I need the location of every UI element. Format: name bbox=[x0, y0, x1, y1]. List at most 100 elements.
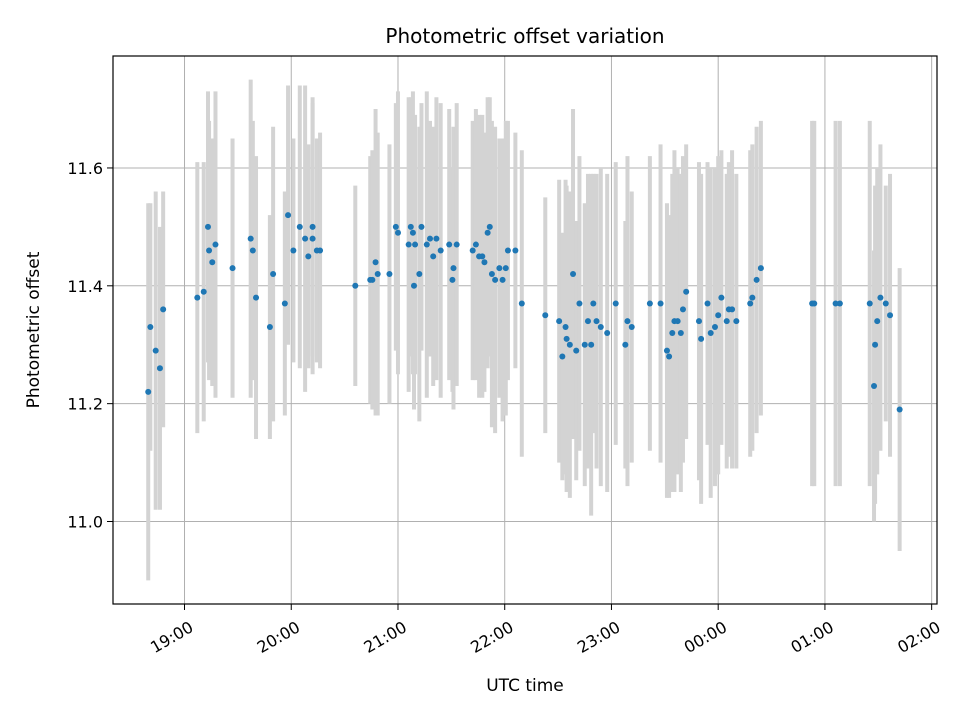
data-point bbox=[604, 329, 611, 336]
data-point bbox=[488, 271, 495, 278]
data-point bbox=[392, 223, 399, 230]
data-point bbox=[372, 259, 379, 266]
data-point bbox=[753, 276, 760, 283]
data-point bbox=[677, 329, 684, 336]
data-point bbox=[152, 347, 159, 354]
data-point bbox=[733, 318, 740, 325]
data-point bbox=[423, 241, 430, 248]
data-point bbox=[698, 335, 705, 342]
data-point bbox=[405, 241, 412, 248]
data-point bbox=[270, 271, 277, 278]
data-point bbox=[874, 318, 881, 325]
data-point bbox=[542, 312, 549, 319]
y-axis: 11.0 11.2 11.4 11.6 bbox=[67, 159, 113, 532]
data-point bbox=[624, 318, 631, 325]
data-point bbox=[593, 318, 600, 325]
chart-title: Photometric offset variation bbox=[385, 24, 664, 48]
data-point bbox=[896, 406, 903, 413]
data-point bbox=[588, 341, 595, 348]
data-point bbox=[437, 247, 444, 254]
data-point bbox=[499, 276, 506, 283]
data-point bbox=[832, 300, 839, 307]
data-point bbox=[570, 271, 577, 278]
data-point bbox=[450, 265, 457, 272]
data-point bbox=[200, 288, 207, 295]
data-point bbox=[209, 259, 216, 266]
data-point bbox=[369, 276, 376, 283]
data-point bbox=[715, 312, 722, 319]
data-point bbox=[204, 223, 211, 230]
data-point bbox=[866, 300, 873, 307]
data-point bbox=[305, 253, 312, 260]
data-point bbox=[707, 329, 714, 336]
data-point bbox=[718, 294, 725, 301]
data-point bbox=[147, 324, 154, 331]
data-point bbox=[674, 318, 681, 325]
data-point bbox=[747, 300, 754, 307]
data-point bbox=[871, 382, 878, 389]
data-point bbox=[563, 335, 570, 342]
data-point bbox=[249, 247, 256, 254]
data-point bbox=[877, 294, 884, 301]
data-point bbox=[492, 276, 499, 283]
data-point bbox=[285, 212, 292, 219]
data-point bbox=[206, 247, 213, 254]
data-point bbox=[757, 265, 764, 272]
data-point bbox=[484, 229, 491, 236]
data-point bbox=[576, 300, 583, 307]
data-point bbox=[352, 282, 359, 289]
data-point bbox=[409, 229, 416, 236]
data-point bbox=[412, 241, 419, 248]
data-point bbox=[559, 353, 566, 360]
data-point bbox=[504, 247, 511, 254]
data-point bbox=[518, 300, 525, 307]
data-point bbox=[683, 288, 690, 295]
data-point bbox=[156, 365, 163, 372]
data-point bbox=[556, 318, 563, 325]
plot-frame bbox=[112, 55, 938, 605]
data-point bbox=[253, 294, 260, 301]
data-point bbox=[597, 324, 604, 331]
data-point bbox=[669, 329, 676, 336]
data-point bbox=[872, 341, 879, 348]
data-point bbox=[663, 347, 670, 354]
data-point bbox=[729, 306, 736, 313]
y-tick-label: 11.2 bbox=[67, 395, 103, 414]
data-points bbox=[145, 212, 903, 413]
data-point bbox=[628, 324, 635, 331]
data-point bbox=[695, 318, 702, 325]
data-point bbox=[496, 265, 503, 272]
data-point bbox=[418, 223, 425, 230]
data-point bbox=[266, 324, 273, 331]
data-point bbox=[160, 306, 167, 313]
data-point bbox=[679, 306, 686, 313]
data-point bbox=[212, 241, 219, 248]
data-point bbox=[612, 300, 619, 307]
data-point bbox=[622, 341, 629, 348]
data-point bbox=[374, 271, 381, 278]
data-point bbox=[836, 300, 843, 307]
data-point bbox=[296, 223, 303, 230]
y-tick-label: 11.4 bbox=[67, 277, 103, 296]
data-point bbox=[657, 300, 664, 307]
data-point bbox=[302, 235, 309, 242]
data-point bbox=[581, 341, 588, 348]
data-point bbox=[145, 388, 152, 395]
data-point bbox=[472, 241, 479, 248]
data-point bbox=[386, 271, 393, 278]
data-point bbox=[394, 229, 401, 236]
data-point bbox=[410, 282, 417, 289]
data-point bbox=[416, 271, 423, 278]
data-point bbox=[646, 300, 653, 307]
data-point bbox=[281, 300, 288, 307]
data-point bbox=[486, 223, 493, 230]
data-point bbox=[290, 247, 297, 254]
data-point bbox=[711, 324, 718, 331]
y-tick-label: 11.6 bbox=[67, 159, 103, 178]
data-point bbox=[407, 223, 414, 230]
data-point bbox=[433, 235, 440, 242]
data-point bbox=[194, 294, 201, 301]
data-point bbox=[427, 235, 434, 242]
data-point bbox=[479, 253, 486, 260]
